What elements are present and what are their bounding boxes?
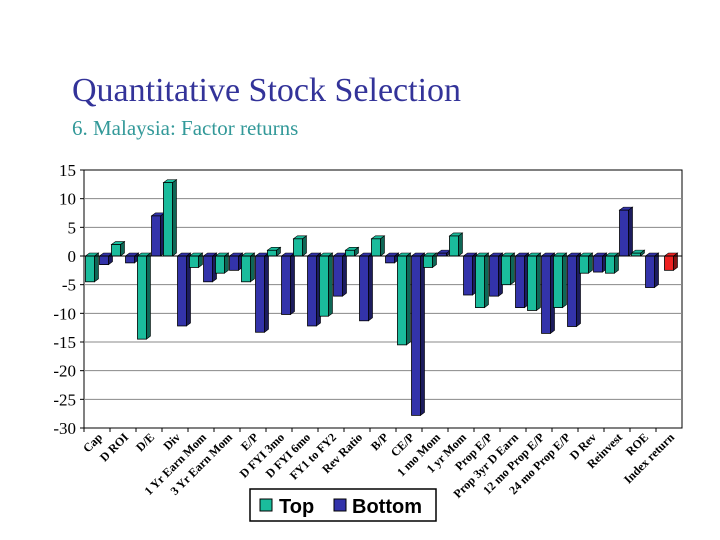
x-tick-label: D ROI xyxy=(97,430,131,464)
legend-swatch-top xyxy=(259,498,273,512)
y-axis-ticks: 15 10 5 0 -5 -10 -15 -20 -25 -30 xyxy=(53,161,84,438)
y-tick-label: -20 xyxy=(53,362,76,381)
y-tick-label: 5 xyxy=(68,218,77,237)
y-tick-label: 15 xyxy=(59,161,76,180)
y-tick-label: -10 xyxy=(53,304,76,323)
bar-top-1 xyxy=(110,240,126,257)
bar-bottom-18 xyxy=(566,252,582,328)
legend-swatch-bottom xyxy=(333,498,347,512)
legend-label-top: Top xyxy=(279,496,314,518)
bar-bottom-8 xyxy=(306,252,322,327)
bar-top-15 xyxy=(474,252,490,309)
y-tick-label: 0 xyxy=(68,247,77,266)
bar-bottom-3 xyxy=(176,252,192,327)
bar-top-11 xyxy=(370,235,386,257)
y-tick-label: -5 xyxy=(62,276,76,295)
bar-bottom-11 xyxy=(384,252,400,264)
bar-top-14 xyxy=(448,232,464,257)
y-tick-label: 10 xyxy=(59,190,76,209)
bar-top-13 xyxy=(422,252,438,269)
legend-label-bottom: Bottom xyxy=(352,496,422,518)
y-tick-label: -15 xyxy=(53,333,76,352)
slide-title: Quantitative Stock Selection xyxy=(72,72,462,109)
bar-top-3 xyxy=(162,179,178,257)
y-tick-label: -25 xyxy=(53,390,76,409)
bar-bottom-6 xyxy=(254,252,270,333)
bars xyxy=(83,179,679,432)
bar-top-10 xyxy=(344,246,360,257)
bar-bottom-0 xyxy=(98,252,114,266)
bar-bottom-9 xyxy=(332,252,348,297)
bar-bottom-21 xyxy=(644,252,660,289)
x-tick-label: D/E xyxy=(133,430,157,454)
bar-top-2 xyxy=(136,252,152,340)
bar-bottom-16 xyxy=(514,252,530,309)
bar-top-18 xyxy=(552,252,568,309)
bar-bottom-14 xyxy=(462,252,478,296)
bar-top-9 xyxy=(318,252,334,317)
y-tick-label: -30 xyxy=(53,419,76,438)
bar-top-21 xyxy=(630,249,646,257)
bar-top-12 xyxy=(396,252,412,346)
bar-bottom-17 xyxy=(540,252,556,334)
bar-bottom-1 xyxy=(124,252,140,264)
bar-bottom-12 xyxy=(410,252,426,416)
bar-bottom-20 xyxy=(618,206,634,257)
bar-bottom-7 xyxy=(280,252,296,316)
bar-bottom-15 xyxy=(488,252,504,297)
bar-top-6 xyxy=(240,252,256,283)
bar-bottom-10 xyxy=(358,252,374,322)
bar-top-4 xyxy=(188,252,204,269)
slide-subtitle: 6. Malaysia: Factor returns xyxy=(72,116,299,140)
bar-top-17 xyxy=(526,252,542,312)
bar-bottom-2 xyxy=(150,212,166,257)
legend: Top Bottom xyxy=(249,488,437,522)
bar-bottom-4 xyxy=(202,252,218,283)
bar-top-8 xyxy=(292,235,308,257)
bar-top-16 xyxy=(500,252,516,286)
bar-top-0 xyxy=(84,252,100,283)
bar-top-7 xyxy=(266,246,282,257)
